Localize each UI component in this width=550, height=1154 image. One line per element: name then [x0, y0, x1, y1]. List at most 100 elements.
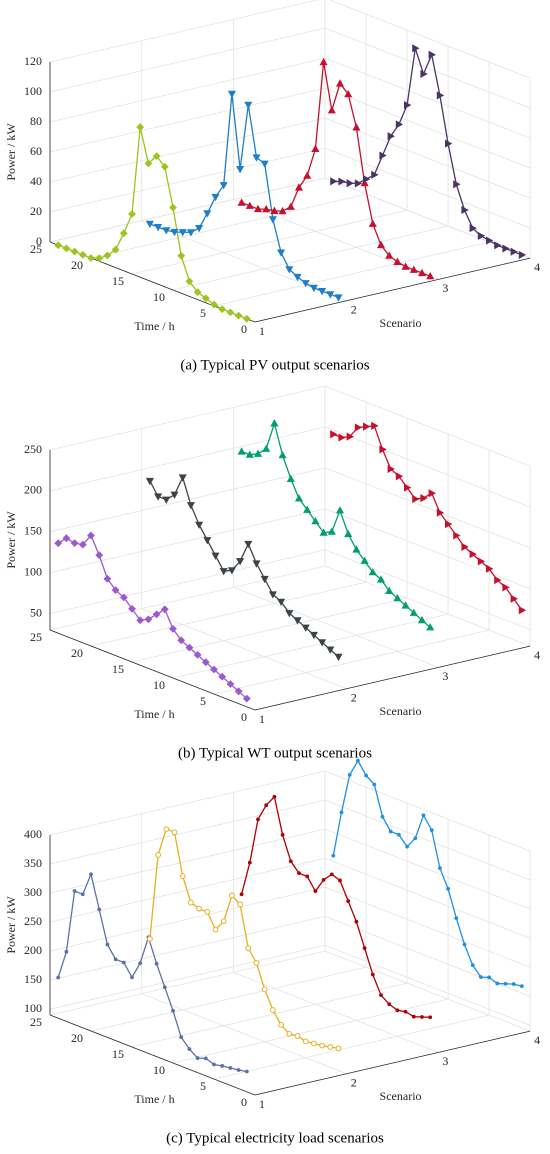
marker [210, 300, 218, 309]
marker [237, 447, 246, 455]
z-tick-label: 0 [36, 234, 42, 248]
marker [170, 491, 179, 499]
marker [344, 529, 353, 538]
x-tick-label: 25 [30, 1015, 42, 1029]
z-tick-label: 400 [24, 827, 42, 841]
marker [412, 44, 420, 53]
grid-line [324, 27, 531, 109]
marker [363, 175, 371, 184]
marker [510, 247, 518, 256]
series-line [333, 425, 523, 611]
marker [303, 505, 312, 513]
marker [436, 508, 445, 517]
marker [169, 624, 177, 633]
marker [297, 871, 301, 876]
marker [244, 101, 253, 110]
marker [171, 829, 178, 836]
marker [429, 828, 434, 833]
grid-line [172, 998, 449, 1064]
marker [212, 1062, 216, 1067]
marker [186, 502, 195, 510]
grid-line [49, 828, 326, 894]
z-tick-label: 300 [24, 885, 42, 899]
marker [404, 483, 412, 492]
marker [303, 171, 312, 179]
series-line [57, 534, 248, 700]
marker [211, 552, 220, 560]
grid-line [324, 828, 531, 910]
y-axis-label: Scenario [380, 704, 422, 718]
grid-line [49, 770, 326, 836]
marker [236, 166, 245, 174]
marker [201, 294, 210, 303]
marker [270, 1007, 276, 1013]
marker [260, 160, 269, 168]
marker [193, 288, 202, 297]
marker [318, 288, 327, 296]
grid-line [49, 87, 326, 153]
marker [262, 204, 271, 213]
marker [445, 520, 453, 529]
marker [247, 860, 252, 865]
x-tick-label: 25 [30, 242, 42, 256]
marker [368, 219, 377, 227]
marker [338, 433, 346, 442]
marker [428, 1015, 433, 1020]
marker [346, 432, 354, 441]
marker [397, 832, 401, 837]
marker [379, 445, 387, 454]
marker [327, 106, 336, 114]
marker [329, 872, 334, 877]
marker [446, 886, 451, 891]
y-axis-label: Scenario [380, 1089, 422, 1103]
grid-line [131, 982, 408, 1048]
marker [242, 694, 251, 703]
z-tick-label: 350 [24, 856, 42, 870]
marker [428, 50, 436, 59]
z-axis-label: Power / kW [4, 896, 18, 954]
marker [330, 177, 338, 186]
marker [285, 266, 294, 274]
marker [245, 201, 254, 209]
marker [89, 872, 93, 877]
marker [237, 198, 246, 206]
marker [54, 539, 63, 548]
marker [294, 1033, 301, 1039]
marker [244, 1069, 249, 1074]
grid-line [49, 0, 319, 63]
grid-line [49, 57, 326, 123]
grid-line [324, 87, 531, 169]
marker [56, 975, 61, 980]
marker [195, 521, 204, 529]
marker [335, 1045, 342, 1052]
series-line [149, 93, 339, 299]
marker [404, 101, 412, 110]
marker [301, 280, 310, 288]
marker [486, 564, 494, 573]
marker [288, 859, 293, 864]
z-tick-label: 100 [24, 84, 42, 98]
marker [252, 154, 261, 162]
grid-line [324, 57, 531, 139]
grid-line [49, 27, 326, 93]
marker [160, 605, 169, 614]
marker [272, 794, 277, 799]
z-tick-label: 50 [30, 605, 42, 619]
marker [469, 224, 477, 233]
z-tick-label: 150 [24, 972, 42, 986]
grid-line [49, 177, 326, 243]
marker [228, 1066, 233, 1070]
grid-line [213, 241, 490, 307]
x-tick-label: 15 [112, 274, 124, 288]
marker [376, 240, 386, 249]
marker [253, 449, 263, 457]
marker [294, 494, 304, 502]
y-tick-label: 1 [259, 324, 265, 338]
series-line [149, 475, 339, 658]
marker [195, 1056, 200, 1060]
marker [412, 494, 420, 504]
marker [405, 844, 410, 849]
x-tick-label: 5 [200, 1079, 206, 1093]
grid-line [49, 147, 326, 213]
marker [97, 907, 102, 912]
